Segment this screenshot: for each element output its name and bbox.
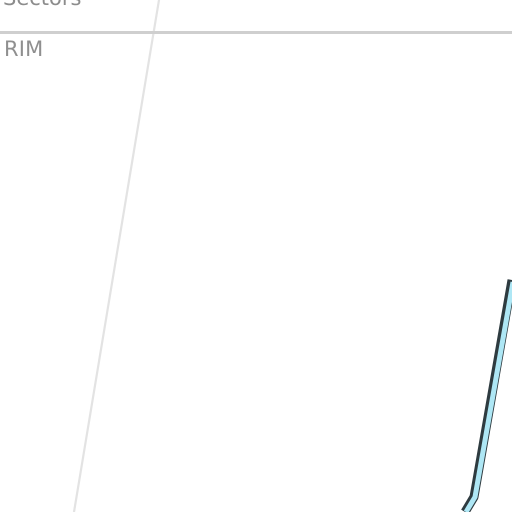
route-fill [463, 281, 512, 512]
sector-boundary-line [72, 0, 161, 512]
region-label-rim[interactable]: RIM [4, 37, 44, 61]
header-divider [0, 31, 512, 34]
sectors-header-label: Sectors [3, 0, 81, 9]
